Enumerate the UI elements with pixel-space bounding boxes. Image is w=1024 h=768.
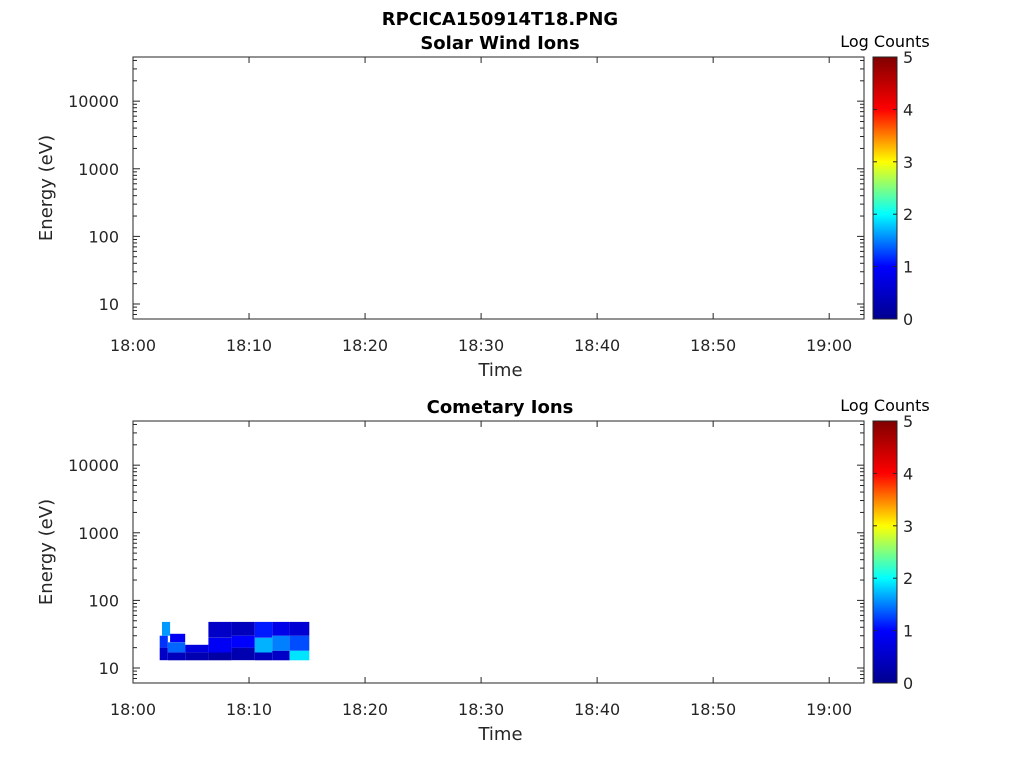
colorbar-label: Log Counts	[840, 396, 930, 415]
x-tick-label: 18:20	[342, 336, 388, 355]
spectrogram-cell	[289, 650, 310, 661]
spectrogram-cell	[254, 652, 273, 661]
x-tick-label: 18:40	[574, 700, 620, 719]
spectrogram-cell	[272, 650, 290, 661]
x-axis-label: Time	[477, 724, 522, 745]
panel-cometary-ions: Cometary Ions 18:00 18:10 18:20 18:30 18:40 18…	[36, 396, 930, 745]
axes-frame	[132, 420, 865, 684]
y-tick-label: 10000	[68, 456, 119, 475]
x-tick-label: 18:20	[342, 700, 388, 719]
y-tick-label: 100	[88, 227, 119, 246]
spectrogram-cell	[231, 647, 255, 661]
y-axis-label: Energy (eV)	[36, 135, 57, 241]
colorbar-tick-label: 5	[903, 48, 913, 67]
axes-frame	[132, 56, 865, 320]
y-tick-label: 10	[99, 659, 119, 678]
panel-title: Cometary Ions	[427, 397, 574, 418]
spectrogram-cell	[254, 637, 273, 653]
panel-title: Solar Wind Ions	[420, 33, 579, 54]
colorbar-tick-label: 2	[903, 569, 913, 588]
spectrogram-cell	[170, 633, 186, 643]
x-tick-label: 18:10	[226, 700, 272, 719]
spectrogram-cell	[231, 635, 255, 648]
colorbar-tick-label: 1	[903, 622, 913, 641]
spectrogram-cell	[289, 621, 310, 636]
x-tick-label: 18:50	[690, 336, 736, 355]
spectrogram-cell	[159, 647, 168, 661]
panel-solar-wind-ions: Solar Wind Ions 18:00 18:10 18:20 18:30 18:40…	[36, 32, 930, 381]
spectrogram-cell	[208, 621, 232, 638]
x-tick-label: 18:40	[574, 336, 620, 355]
colorbar-tick-label: 0	[903, 310, 913, 329]
y-tick-label: 1000	[78, 524, 119, 543]
x-tick-label: 18:30	[458, 700, 504, 719]
spectrogram-cell	[254, 621, 273, 638]
spectrogram-cell	[231, 621, 255, 636]
x-tick-label: 18:00	[110, 700, 156, 719]
spectrogram-cell	[167, 642, 186, 653]
colorbar-tick-label: 3	[903, 517, 913, 536]
colorbar-tick-label: 5	[903, 412, 913, 431]
x-tick-label: 19:00	[806, 700, 852, 719]
x-tick-label: 18:00	[110, 336, 156, 355]
y-tick-label: 10	[99, 295, 119, 314]
colorbar-tick-label: 1	[903, 258, 913, 277]
colorbar	[872, 56, 898, 320]
y-tick-label: 1000	[78, 160, 119, 179]
y-tick-label: 10000	[68, 92, 119, 111]
x-tick-label: 18:30	[458, 336, 504, 355]
colorbar-tick-label: 4	[903, 100, 913, 119]
x-tick-label: 19:00	[806, 336, 852, 355]
colorbar-tick-label: 4	[903, 464, 913, 483]
x-tick-label: 18:50	[690, 700, 736, 719]
figure-title: RPCICA150914T18.PNG	[382, 9, 618, 30]
spectrogram-cell	[162, 621, 171, 636]
y-tick-label: 100	[88, 591, 119, 610]
x-axis-label: Time	[477, 360, 522, 381]
spectrogram	[159, 621, 310, 661]
spectrogram-cell	[208, 652, 232, 661]
colorbar-tick-label: 0	[903, 674, 913, 693]
spectrogram-cell	[167, 652, 186, 661]
spectrogram-cell	[289, 635, 310, 651]
spectrogram-cell	[272, 621, 290, 636]
spectrogram-cell	[185, 652, 209, 661]
x-tick-label: 18:10	[226, 336, 272, 355]
spectrogram-cell	[272, 635, 290, 651]
colorbar	[872, 420, 898, 684]
colorbar-label: Log Counts	[840, 32, 930, 51]
colorbar-tick-label: 2	[903, 205, 913, 224]
spectrogram-cell	[159, 635, 168, 648]
colorbar-tick-label: 3	[903, 153, 913, 172]
spectrogram-cell	[185, 644, 209, 653]
spectrogram-cell	[208, 637, 232, 653]
y-axis-label: Energy (eV)	[36, 499, 57, 605]
